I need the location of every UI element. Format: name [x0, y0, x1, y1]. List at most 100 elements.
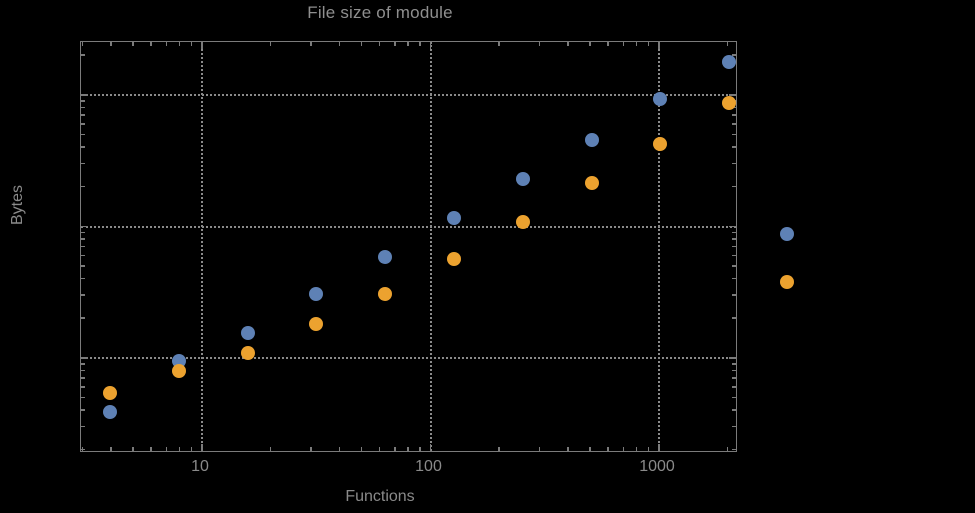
x-axis-tick [150, 447, 152, 451]
x-axis-tick [201, 42, 203, 49]
x-axis-tick [419, 447, 421, 451]
y-axis-tick [732, 54, 736, 56]
y-axis-tick [729, 94, 736, 96]
data-point[interactable] [171, 364, 186, 379]
y-axis-tick [729, 225, 736, 227]
data-point[interactable] [446, 251, 461, 266]
x-axis-tick [589, 42, 591, 46]
y-axis-tick [81, 277, 85, 280]
x-axis-tick [269, 447, 272, 451]
gridline-horizontal [81, 357, 736, 359]
y-axis-tick [81, 100, 85, 102]
x-axis-tick [647, 447, 650, 451]
data-point[interactable] [515, 215, 530, 230]
data-point[interactable] [378, 287, 393, 302]
x-axis-tick-label: 1000 [639, 458, 675, 475]
y-axis-tick [81, 123, 85, 125]
y-axis-tick [732, 245, 736, 248]
data-point[interactable] [103, 405, 118, 420]
x-axis-tick [658, 444, 660, 451]
x-axis-tick-label: 100 [415, 458, 442, 475]
x-axis-tick [110, 447, 112, 451]
x-axis-tick [726, 447, 729, 451]
y-axis-tick [81, 106, 85, 109]
data-point[interactable] [240, 326, 255, 341]
y-axis-tick [732, 396, 736, 399]
y-axis-tick [81, 369, 85, 372]
data-point[interactable] [446, 210, 461, 225]
x-axis-tick [726, 42, 729, 46]
y-axis-tick [732, 254, 736, 257]
y-axis-tick [81, 317, 85, 319]
y-axis-tick [81, 265, 85, 267]
y-axis-tick [732, 377, 736, 379]
x-axis-title: Functions [345, 488, 415, 505]
data-point[interactable] [309, 287, 324, 302]
x-axis-tick [360, 42, 363, 46]
x-axis-tick [190, 42, 193, 46]
y-axis-tick [81, 146, 85, 148]
x-axis-tick [419, 42, 421, 46]
data-point[interactable] [584, 176, 599, 191]
data-point[interactable] [653, 91, 668, 106]
data-point[interactable] [722, 55, 737, 70]
data-point[interactable] [722, 96, 737, 111]
y-axis-tick [732, 363, 736, 365]
x-axis-tick-label: 10 [191, 458, 209, 475]
y-axis-tick [732, 231, 736, 234]
y-axis-tick [732, 409, 736, 411]
x-axis-tick [190, 447, 193, 451]
y-axis-tick [81, 133, 85, 136]
y-axis-tick [732, 133, 736, 136]
y-axis-tick [81, 231, 85, 234]
x-axis-tick [607, 42, 609, 46]
gridline-vertical [429, 42, 432, 451]
y-axis-tick [732, 123, 736, 125]
data-point[interactable] [103, 386, 118, 401]
plot-frame [80, 41, 737, 452]
plot-area [81, 42, 737, 451]
x-axis-tick [429, 42, 431, 49]
x-axis-tick [132, 42, 134, 46]
data-point[interactable] [378, 249, 393, 264]
data-point[interactable] [584, 132, 599, 147]
gridline-vertical [658, 42, 660, 451]
x-axis-tick [538, 42, 541, 46]
y-axis-tick [81, 94, 88, 96]
x-axis-tick [81, 42, 84, 46]
x-axis-tick [407, 447, 409, 451]
x-axis-tick [81, 447, 84, 451]
gridline-vertical [201, 42, 203, 451]
y-axis-tick [81, 185, 85, 188]
x-axis-tick [360, 447, 363, 451]
y-axis-tick [732, 185, 736, 188]
y-axis-tick [81, 238, 85, 240]
y-axis-tick [81, 363, 85, 365]
x-axis-tick [310, 447, 312, 451]
x-axis-tick [567, 42, 569, 46]
x-axis-tick [622, 447, 625, 451]
y-axis-tick [732, 369, 736, 372]
y-axis-tick [732, 317, 736, 319]
y-axis-tick [732, 162, 736, 165]
data-point[interactable] [515, 172, 530, 187]
gridline-horizontal [81, 225, 736, 228]
data-point[interactable] [653, 136, 668, 151]
x-axis-tick [338, 42, 341, 46]
x-axis-tick [498, 447, 500, 451]
y-axis-tick [81, 409, 85, 411]
x-axis-tick [589, 447, 591, 451]
x-axis-tick [338, 447, 341, 451]
y-axis-tick [81, 162, 85, 165]
data-point[interactable] [309, 317, 324, 332]
x-axis-tick [635, 42, 638, 46]
x-axis-tick [429, 444, 431, 451]
y-axis-tick [81, 225, 88, 227]
x-axis-tick [201, 444, 203, 451]
x-axis-tick [165, 447, 168, 451]
y-axis-tick [81, 425, 85, 428]
y-axis-tick [81, 294, 85, 296]
x-axis-tick [658, 42, 660, 49]
data-point[interactable] [240, 345, 255, 360]
y-axis-tick [81, 54, 85, 56]
